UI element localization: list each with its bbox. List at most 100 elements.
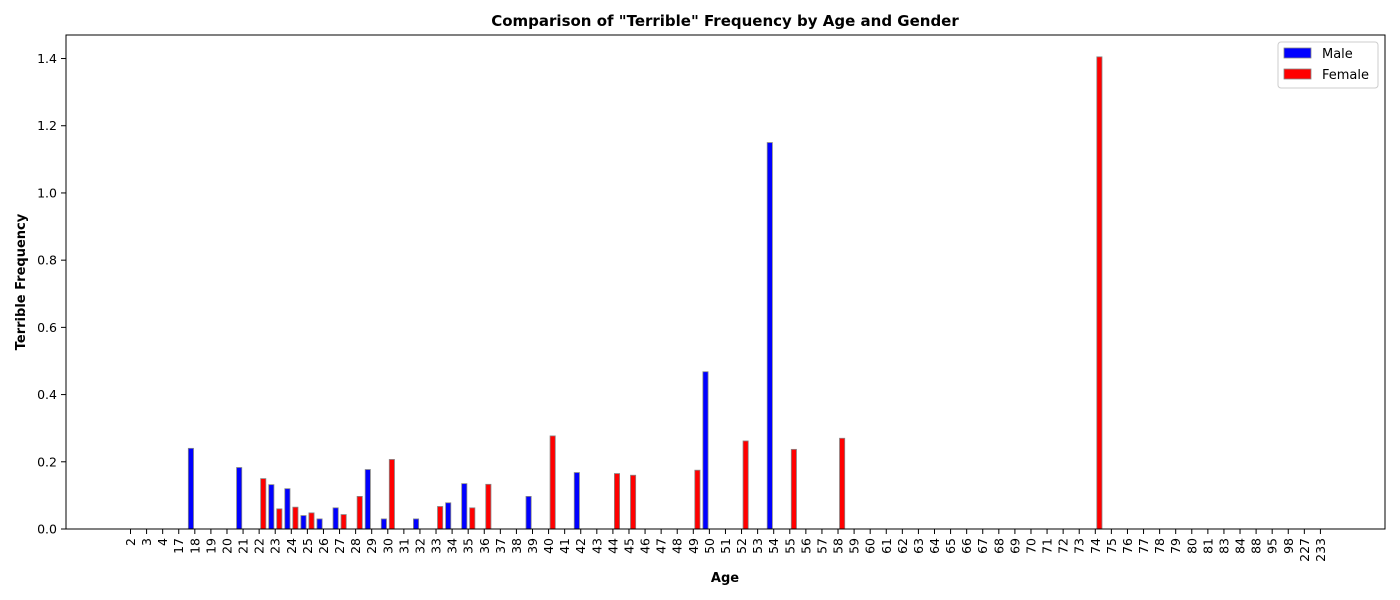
- x-tick-label: 26: [316, 538, 331, 554]
- bar-female-23: [276, 508, 283, 530]
- legend-swatch-female: [1283, 68, 1312, 80]
- bar-male-35: [461, 483, 468, 530]
- x-tick-label: 33: [429, 538, 444, 554]
- x-tick-label: 56: [798, 538, 813, 554]
- bar-male-25: [300, 515, 307, 530]
- x-tick-label: 37: [493, 538, 508, 554]
- x-tick-label: 98: [1281, 538, 1296, 554]
- bar-female-52: [742, 440, 749, 530]
- x-tick-label: 79: [1168, 538, 1183, 554]
- x-axis: 2 3 4 17 18 19 20 21 22 23 24 25 26 27 28 29 30 31 32 33 34 3…: [123, 529, 1328, 562]
- bar-female-22: [260, 478, 267, 530]
- bars-group: [187, 56, 1103, 530]
- x-tick-label: 68: [991, 538, 1006, 554]
- y-tick-label: 0.8: [37, 253, 57, 268]
- x-tick-label: 36: [477, 538, 492, 554]
- bar-female-49: [694, 469, 701, 530]
- bar-female-33: [437, 506, 444, 530]
- bar-male-27: [332, 507, 339, 530]
- y-tick-label: 1.2: [37, 118, 57, 133]
- x-tick-label: 63: [911, 538, 926, 554]
- bar-female-35: [469, 507, 476, 530]
- x-tick-label: 35: [461, 538, 476, 554]
- x-tick-label: 25: [300, 538, 315, 554]
- y-axis-label: Terrible Frequency: [14, 213, 29, 350]
- x-axis-label: Age: [711, 571, 739, 586]
- legend: Male Female: [1277, 41, 1379, 89]
- bar-female-74: [1096, 56, 1103, 530]
- x-tick-label: 29: [364, 538, 379, 554]
- x-tick-label: 44: [605, 538, 620, 554]
- x-tick-label: 4: [155, 538, 170, 546]
- x-tick-label: 73: [1072, 538, 1087, 554]
- x-tick-label: 30: [380, 538, 395, 554]
- x-tick-label: 59: [847, 538, 862, 554]
- bar-female-36: [485, 483, 492, 530]
- x-tick-label: 40: [541, 538, 556, 554]
- x-tick-label: 95: [1265, 538, 1280, 554]
- x-tick-label: 42: [573, 538, 588, 554]
- legend-label-male: Male: [1322, 47, 1353, 62]
- x-tick-label: 75: [1104, 538, 1119, 554]
- x-tick-label: 58: [831, 538, 846, 554]
- x-tick-label: 2: [123, 538, 138, 546]
- x-tick-label: 80: [1184, 538, 1199, 554]
- bar-male-30: [380, 518, 387, 530]
- bar-male-42: [573, 472, 580, 530]
- x-tick-label: 47: [654, 538, 669, 554]
- x-tick-label: 3: [139, 538, 154, 546]
- bar-male-32: [413, 518, 420, 530]
- bar-female-27: [340, 514, 347, 530]
- bar-male-54: [766, 142, 773, 530]
- bar-female-24: [292, 506, 299, 530]
- legend-swatch-male: [1283, 47, 1312, 59]
- x-tick-label: 83: [1216, 538, 1231, 554]
- x-tick-label: 76: [1120, 538, 1135, 554]
- legend-label-female: Female: [1322, 68, 1369, 83]
- x-tick-label: 27: [332, 538, 347, 554]
- bar-male-24: [284, 488, 291, 530]
- y-tick-label: 0.6: [37, 320, 57, 335]
- y-axis: 0.0 0.2 0.4 0.6 0.8 1.0 1.2 1.4: [37, 51, 66, 537]
- x-tick-label: 65: [943, 538, 958, 554]
- x-tick-label: 77: [1136, 538, 1151, 554]
- x-tick-label: 53: [750, 538, 765, 554]
- bar-male-26: [316, 518, 323, 530]
- bar-female-40: [549, 435, 556, 530]
- x-tick-label: 60: [863, 538, 878, 554]
- bar-female-25: [308, 512, 315, 530]
- x-tick-label: 32: [412, 538, 427, 554]
- bar-female-58: [839, 437, 846, 530]
- bar-female-30: [388, 459, 395, 530]
- x-tick-label: 52: [734, 538, 749, 554]
- y-tick-label: 0.4: [37, 387, 57, 402]
- bar-female-28: [356, 496, 363, 530]
- x-tick-label: 43: [589, 538, 604, 554]
- x-tick-label: 72: [1056, 538, 1071, 554]
- y-tick-label: 0.2: [37, 454, 57, 469]
- x-tick-label: 23: [268, 538, 283, 554]
- y-tick-label: 1.0: [37, 185, 57, 200]
- plot-frame: [65, 34, 1386, 530]
- x-tick-label: 49: [686, 538, 701, 554]
- x-tick-label: 55: [782, 538, 797, 554]
- bar-female-44: [614, 473, 621, 530]
- y-tick-label: 1.4: [37, 51, 57, 66]
- bar-male-34: [445, 502, 452, 530]
- x-tick-label: 78: [1152, 538, 1167, 554]
- bar-male-23: [268, 484, 275, 530]
- x-tick-label: 45: [621, 538, 636, 554]
- x-tick-label: 84: [1233, 538, 1248, 554]
- x-tick-label: 46: [638, 538, 653, 554]
- x-tick-label: 69: [1007, 538, 1022, 554]
- x-tick-label: 88: [1249, 538, 1264, 554]
- y-tick-label: 0.0: [37, 522, 57, 537]
- x-tick-label: 61: [879, 538, 894, 554]
- x-tick-label: 57: [814, 538, 829, 554]
- x-tick-label: 74: [1088, 538, 1103, 554]
- x-tick-label: 64: [927, 538, 942, 554]
- bar-male-21: [236, 467, 243, 530]
- x-tick-label: 50: [702, 538, 717, 554]
- x-tick-label: 18: [187, 538, 202, 554]
